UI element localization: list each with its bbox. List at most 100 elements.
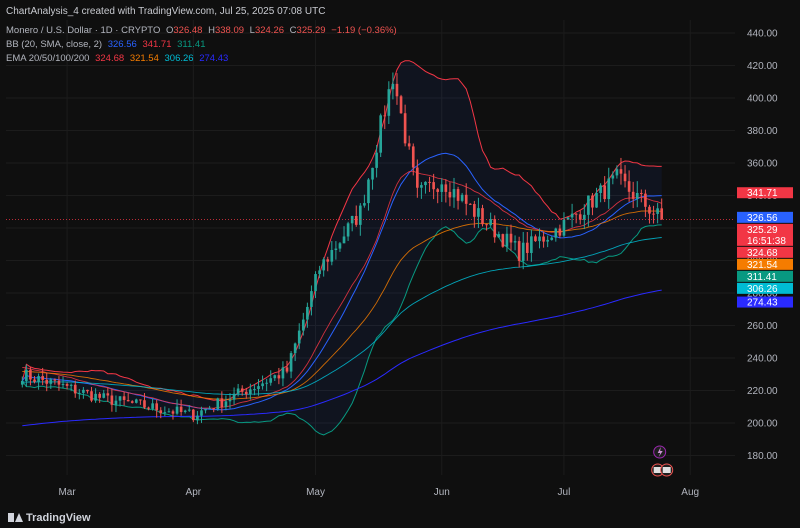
candle-body <box>644 193 647 207</box>
candle-body <box>167 411 171 413</box>
candle-body <box>212 408 216 410</box>
candle-body <box>342 236 346 244</box>
ema200-value: 274.43 <box>199 53 229 64</box>
candle-body <box>436 189 440 192</box>
candle-body <box>440 184 444 192</box>
ema50-value: 321.54 <box>129 53 159 64</box>
candle-body <box>228 399 232 402</box>
candle-body <box>619 169 623 174</box>
bb-upper-line <box>21 60 662 402</box>
y-tick-label: 280.00 <box>747 289 778 300</box>
x-tick-label: Apr <box>186 487 202 498</box>
price-badge: 341.71 <box>737 187 793 199</box>
candle-body <box>334 248 338 251</box>
candle-body <box>383 115 387 117</box>
candle-body <box>517 241 521 261</box>
candle-body <box>90 391 93 401</box>
candle-body <box>587 195 590 215</box>
candle-body <box>73 384 77 394</box>
candle-body <box>86 389 89 392</box>
candle-body <box>163 412 167 414</box>
x-tick-label: Jun <box>434 487 450 498</box>
candle-body <box>236 388 240 394</box>
candle-body <box>473 204 476 217</box>
y-tick-label: 240.00 <box>747 354 778 365</box>
price-badge-value: 311.41 <box>747 272 777 283</box>
candle-body <box>187 409 191 411</box>
candle-body <box>126 399 130 402</box>
candle-body <box>69 384 73 386</box>
candle-body <box>468 203 472 205</box>
candle-body <box>354 215 358 225</box>
candle-body <box>240 388 244 392</box>
x-tick-label: May <box>306 487 325 498</box>
candle-body <box>574 213 578 215</box>
candle-body <box>277 375 281 379</box>
ohlc-open: 326.48 <box>173 25 203 36</box>
candle-body <box>530 236 533 253</box>
price-badge-bg <box>737 270 793 282</box>
ema-legend[interactable]: EMA 20/50/100/200 324.68 321.54 306.26 2… <box>6 53 231 64</box>
brand-name: TradingView <box>26 512 91 524</box>
bb-band-fill <box>22 60 662 435</box>
candle-body <box>456 189 460 201</box>
price-badge: 321.54 <box>737 258 793 271</box>
candle-body <box>77 392 81 394</box>
candle-body <box>411 146 415 168</box>
price-badge-value: 306.26 <box>747 284 778 295</box>
candle-body <box>244 391 248 395</box>
candle-body <box>306 306 309 320</box>
price-badge: 326.56 <box>737 211 793 224</box>
candle-body <box>615 169 619 176</box>
y-tick-label: 440.00 <box>747 29 778 40</box>
chart-caption: ChartAnalysis_4 created with TradingView… <box>6 6 326 17</box>
candle-body <box>151 403 154 409</box>
candle-body <box>94 393 97 401</box>
y-tick-label: 360.00 <box>747 159 778 170</box>
price-badge: 274.43 <box>737 296 793 309</box>
bb-upper-value: 341.71 <box>142 39 172 50</box>
tradingview-logo[interactable]: TradingView <box>8 512 91 524</box>
candle-body <box>432 182 435 190</box>
candle-body <box>159 410 163 414</box>
candle-body <box>623 173 627 182</box>
ohlc-low-label: L <box>249 25 255 36</box>
price-badge: 324.68 <box>737 246 793 259</box>
bb-label: BB (20, SMA, close, 2) <box>6 39 103 50</box>
candle-body <box>135 399 138 403</box>
candle-body <box>525 242 529 253</box>
y-tick-label: 400.00 <box>747 94 778 105</box>
candle-body <box>49 379 53 384</box>
ohlc-high: 338.09 <box>214 25 245 36</box>
lightning-glyph-icon <box>657 447 663 457</box>
candle-body <box>485 224 488 226</box>
candle-body <box>301 319 305 331</box>
candle-body <box>57 380 61 385</box>
candle-body <box>310 291 313 307</box>
candle-body <box>41 376 44 380</box>
price-badge-bg <box>737 187 793 199</box>
candle-body <box>269 378 273 383</box>
candle-body <box>591 195 594 208</box>
ohlc-high-label: H <box>208 25 215 36</box>
candle-body <box>513 241 517 243</box>
candle-body <box>322 259 325 271</box>
price-badge-value: 326.56 <box>747 213 778 224</box>
candle-body <box>550 237 554 240</box>
candle-body <box>179 406 183 412</box>
candle-body <box>424 181 427 186</box>
candle-body <box>358 205 362 225</box>
candle-body <box>554 228 558 238</box>
candle-body <box>635 192 639 199</box>
candle-body <box>330 250 334 262</box>
candle-body <box>648 206 651 214</box>
candle-body <box>464 194 468 204</box>
ema200-line <box>22 289 662 427</box>
price-badge-countdown: 16:51:38 <box>747 236 786 247</box>
ema100-line <box>22 237 662 395</box>
candle-body <box>249 389 252 395</box>
bb-legend[interactable]: BB (20, SMA, close, 2) 326.56 341.71 311… <box>6 39 209 50</box>
candle-body <box>607 178 611 200</box>
